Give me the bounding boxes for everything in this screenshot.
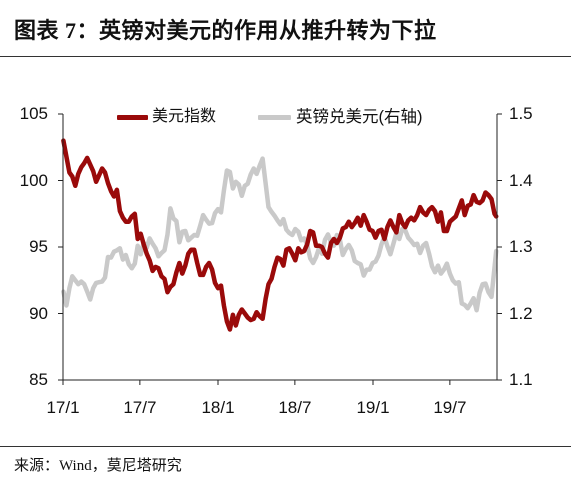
right-y-tick-label: 1.4 — [509, 170, 533, 190]
series-layer — [61, 138, 499, 332]
right-y-tick-label: 1.1 — [509, 370, 533, 389]
chart-title: 图表 7：英镑对美元的作用从推升转为下拉 — [14, 18, 437, 43]
left-y-tick-label: 90 — [29, 303, 48, 323]
chart-plot — [58, 113, 502, 385]
x-tick-label: 17/7 — [123, 398, 157, 417]
right-y-tick-label: 1.2 — [509, 303, 533, 323]
x-tick-label: 19/7 — [433, 398, 467, 417]
legend-swatch-usd-index — [117, 115, 148, 120]
left-y-tick-label: 100 — [19, 170, 48, 190]
legend-label-usd-index: 美元指数 — [152, 108, 217, 125]
title-divider — [0, 56, 571, 57]
legend-label-gbpusd: 英镑兑美元(右轴) — [296, 108, 423, 126]
left-y-tick-label: 95 — [29, 237, 48, 256]
series-line-gbpusd — [61, 156, 499, 313]
left-y-tick-label: 85 — [29, 370, 48, 389]
legend-swatch-gbpusd — [258, 115, 291, 120]
right-y-tick-label: 1.3 — [509, 237, 533, 256]
tick-marks — [58, 113, 502, 385]
source-divider — [0, 446, 571, 447]
left-y-tick-label: 105 — [19, 104, 48, 123]
series-line-usd-index — [61, 138, 499, 332]
x-tick-label: 18/1 — [201, 398, 235, 417]
x-tick-label: 19/1 — [356, 398, 390, 417]
source-note: 来源：Wind，莫尼塔研究 — [14, 458, 182, 474]
x-tick-label: 17/1 — [46, 398, 80, 417]
right-y-tick-label: 1.5 — [509, 104, 533, 123]
x-tick-label: 18/7 — [278, 398, 312, 417]
